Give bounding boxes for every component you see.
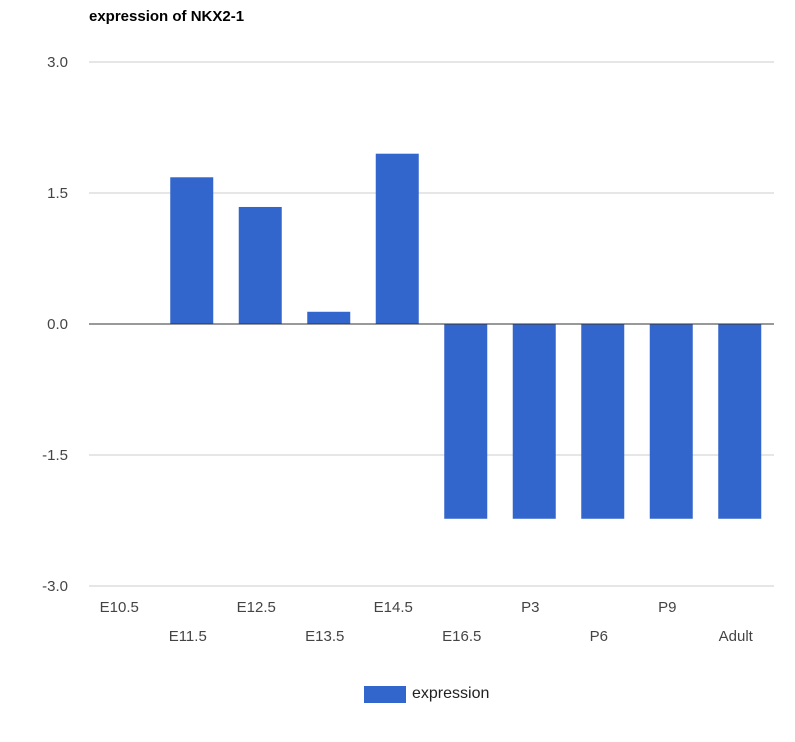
bar-e14-5[interactable]	[375, 153, 419, 324]
x-axis-ticks: E10.5 E11.5 E12.5 E13.5 E14.5 E16.5 P3 P6 P9 Adul…	[100, 599, 754, 645]
bar-e12-5[interactable]	[238, 206, 282, 324]
bar-e11-5[interactable]	[170, 177, 214, 324]
bars	[170, 153, 762, 519]
x-tick-label: P9	[658, 599, 676, 616]
bar-e13-5[interactable]	[307, 311, 351, 324]
bar-adult[interactable]	[718, 324, 762, 519]
y-tick-label: 1.5	[47, 185, 68, 202]
bar-chart: 3.01.50.0-1.5-3.0 E10.5E11.5E12.5E13.5E1…	[42, 54, 774, 645]
x-tick-label: E12.5	[237, 599, 276, 616]
x-tick-label: E13.5	[305, 628, 344, 645]
bar-p6[interactable]	[581, 324, 625, 519]
bar-e16-5[interactable]	[444, 324, 488, 519]
x-tick-label: E10.5	[100, 599, 139, 616]
x-tick-label: E16.5	[442, 628, 481, 645]
y-tick-label: -1.5	[42, 447, 68, 464]
chart-title: expression of NKX2-1	[89, 8, 245, 25]
x-tick-label: Adult	[719, 628, 754, 645]
x-tick-label: E14.5	[374, 599, 413, 616]
x-tick-label: P6	[590, 628, 608, 645]
bar-p9[interactable]	[649, 324, 693, 519]
legend: expression	[364, 685, 489, 703]
y-axis-ticks: 3.0 1.5 0.0 -1.5 -3.0	[42, 54, 68, 595]
bar-p3[interactable]	[512, 324, 556, 519]
y-tick-label: 3.0	[47, 54, 68, 71]
y-tick-label: -3.0	[42, 578, 68, 595]
legend-swatch	[364, 685, 406, 703]
x-tick-label: P3	[521, 599, 539, 616]
legend-label: expression	[412, 685, 490, 702]
x-tick-label: E11.5	[169, 628, 207, 645]
y-tick-label: 0.0	[47, 316, 68, 333]
